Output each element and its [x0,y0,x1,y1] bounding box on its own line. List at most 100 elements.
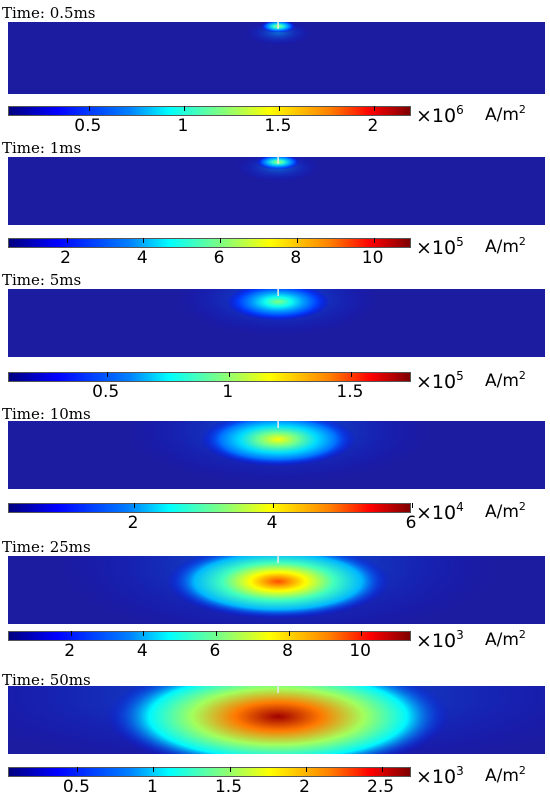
current-hotspot [106,686,450,754]
colorbar-tick-mark [183,106,185,111]
colorbar-tick-label: 4 [266,513,278,533]
unit-base: A/m [485,237,519,257]
unit-exponent: 2 [518,628,526,641]
colorbar-tick-mark [134,503,136,508]
multiplier-base: ×10 [416,766,457,788]
colorbar-tick-mark [278,106,280,111]
current-hotspot [166,556,390,619]
unit-exponent: 2 [518,764,526,777]
colorbar-unit: A/m2 [485,761,526,786]
colorbar-tick-label: 1.5 [264,116,292,136]
colorbar-tick-label: 2.5 [367,777,395,797]
unit-base: A/m [485,105,519,125]
multiplier-exponent: 4 [456,500,464,514]
colorbar-tick-label: 1 [147,777,158,797]
multiplier-base: ×10 [416,371,457,393]
time-label: Time: 50ms [2,671,91,689]
unit-base: A/m [485,630,519,650]
colorbar-tick-mark [296,238,298,243]
multiplier-base: ×10 [416,237,457,259]
colorbar [8,372,411,382]
unit-base: A/m [485,502,519,522]
colorbar-tick-mark [70,631,72,636]
colorbar [8,106,411,116]
unit-exponent: 2 [518,500,526,513]
current-density-field [8,289,545,357]
colorbar-unit: A/m2 [485,232,526,257]
colorbar-tick-mark [215,631,217,636]
colorbar-unit: A/m2 [485,497,526,522]
colorbar-tick-label: 1 [177,116,189,136]
colorbar-tick-mark [88,106,90,111]
electrode-marker [277,157,279,164]
electrode-marker [277,686,279,693]
colorbar-tick-label: 6 [209,641,221,661]
colorbar-tick-label: 1.5 [214,777,243,797]
colorbar-multiplier: ×103 [416,761,464,787]
colorbar-tick-mark [361,631,363,636]
colorbar-tick-mark [220,238,222,243]
colorbar-tick-mark [143,238,145,243]
electrode-marker [277,421,279,428]
colorbar-tick-mark [66,238,68,243]
colorbar-tick-label: 2 [64,641,76,661]
unit-base: A/m [485,766,519,786]
electrode-marker [277,289,279,296]
colorbar-tick-label: 10 [361,248,384,268]
colorbar-tick-label: 8 [290,248,302,268]
field-plot [8,289,545,357]
colorbar-tick-label: 4 [136,248,148,268]
colorbar-unit: A/m2 [485,366,526,391]
electrode-marker [277,22,279,29]
colorbar-tick-label: 8 [282,641,293,661]
colorbar-multiplier: ×103 [416,625,464,651]
time-label: Time: 10ms [2,405,91,423]
colorbar-tick-mark [153,767,155,772]
unit-base: A/m [485,371,519,391]
multiplier-exponent: 5 [456,369,464,383]
unit-exponent: 2 [518,103,526,116]
colorbar-tick-mark [229,767,231,772]
multiplier-exponent: 6 [456,103,464,117]
current-density-field [8,686,545,754]
colorbar-tick-label: 2 [60,248,71,268]
field-plot [8,157,545,225]
field-halo [243,22,313,46]
multiplier-base: ×10 [416,105,457,127]
colorbar [8,767,411,777]
colorbar-tick-label: 6 [405,513,417,533]
colorbar-tick-label: 4 [136,641,148,661]
colorbar-tick-mark [228,372,230,377]
time-label: Time: 1ms [2,139,82,157]
colorbar-tick-mark [106,372,108,377]
current-hotspot [226,289,330,321]
colorbar [8,631,411,641]
colorbar-tick-mark [381,767,383,772]
colorbar-tick-label: 2 [299,777,310,797]
unit-exponent: 2 [518,235,526,248]
colorbar-tick-mark [77,767,79,772]
unit-exponent: 2 [518,369,526,382]
colorbar-multiplier: ×105 [416,232,464,258]
colorbar-unit: A/m2 [485,625,526,650]
colorbar [8,503,413,513]
colorbar-tick-mark [305,767,307,772]
colorbar-tick-label: 1 [222,382,234,402]
colorbar-multiplier: ×106 [416,100,464,126]
field-plot [8,421,545,489]
current-density-field [8,556,545,624]
time-label: Time: 0.5ms [2,4,96,22]
colorbar-tick-mark [350,372,352,377]
field-plot [8,556,545,624]
colorbar [8,238,411,248]
colorbar-tick-label: 0.5 [62,777,90,797]
colorbar-tick-mark [373,106,375,111]
multiplier-exponent: 3 [456,764,464,778]
multiplier-base: ×10 [416,502,457,524]
field-plot [8,22,545,94]
colorbar-tick-label: 1.5 [336,382,364,402]
time-label: Time: 5ms [2,271,82,289]
multiplier-exponent: 5 [456,235,464,249]
time-label: Time: 25ms [2,538,91,556]
current-density-field [8,22,545,94]
